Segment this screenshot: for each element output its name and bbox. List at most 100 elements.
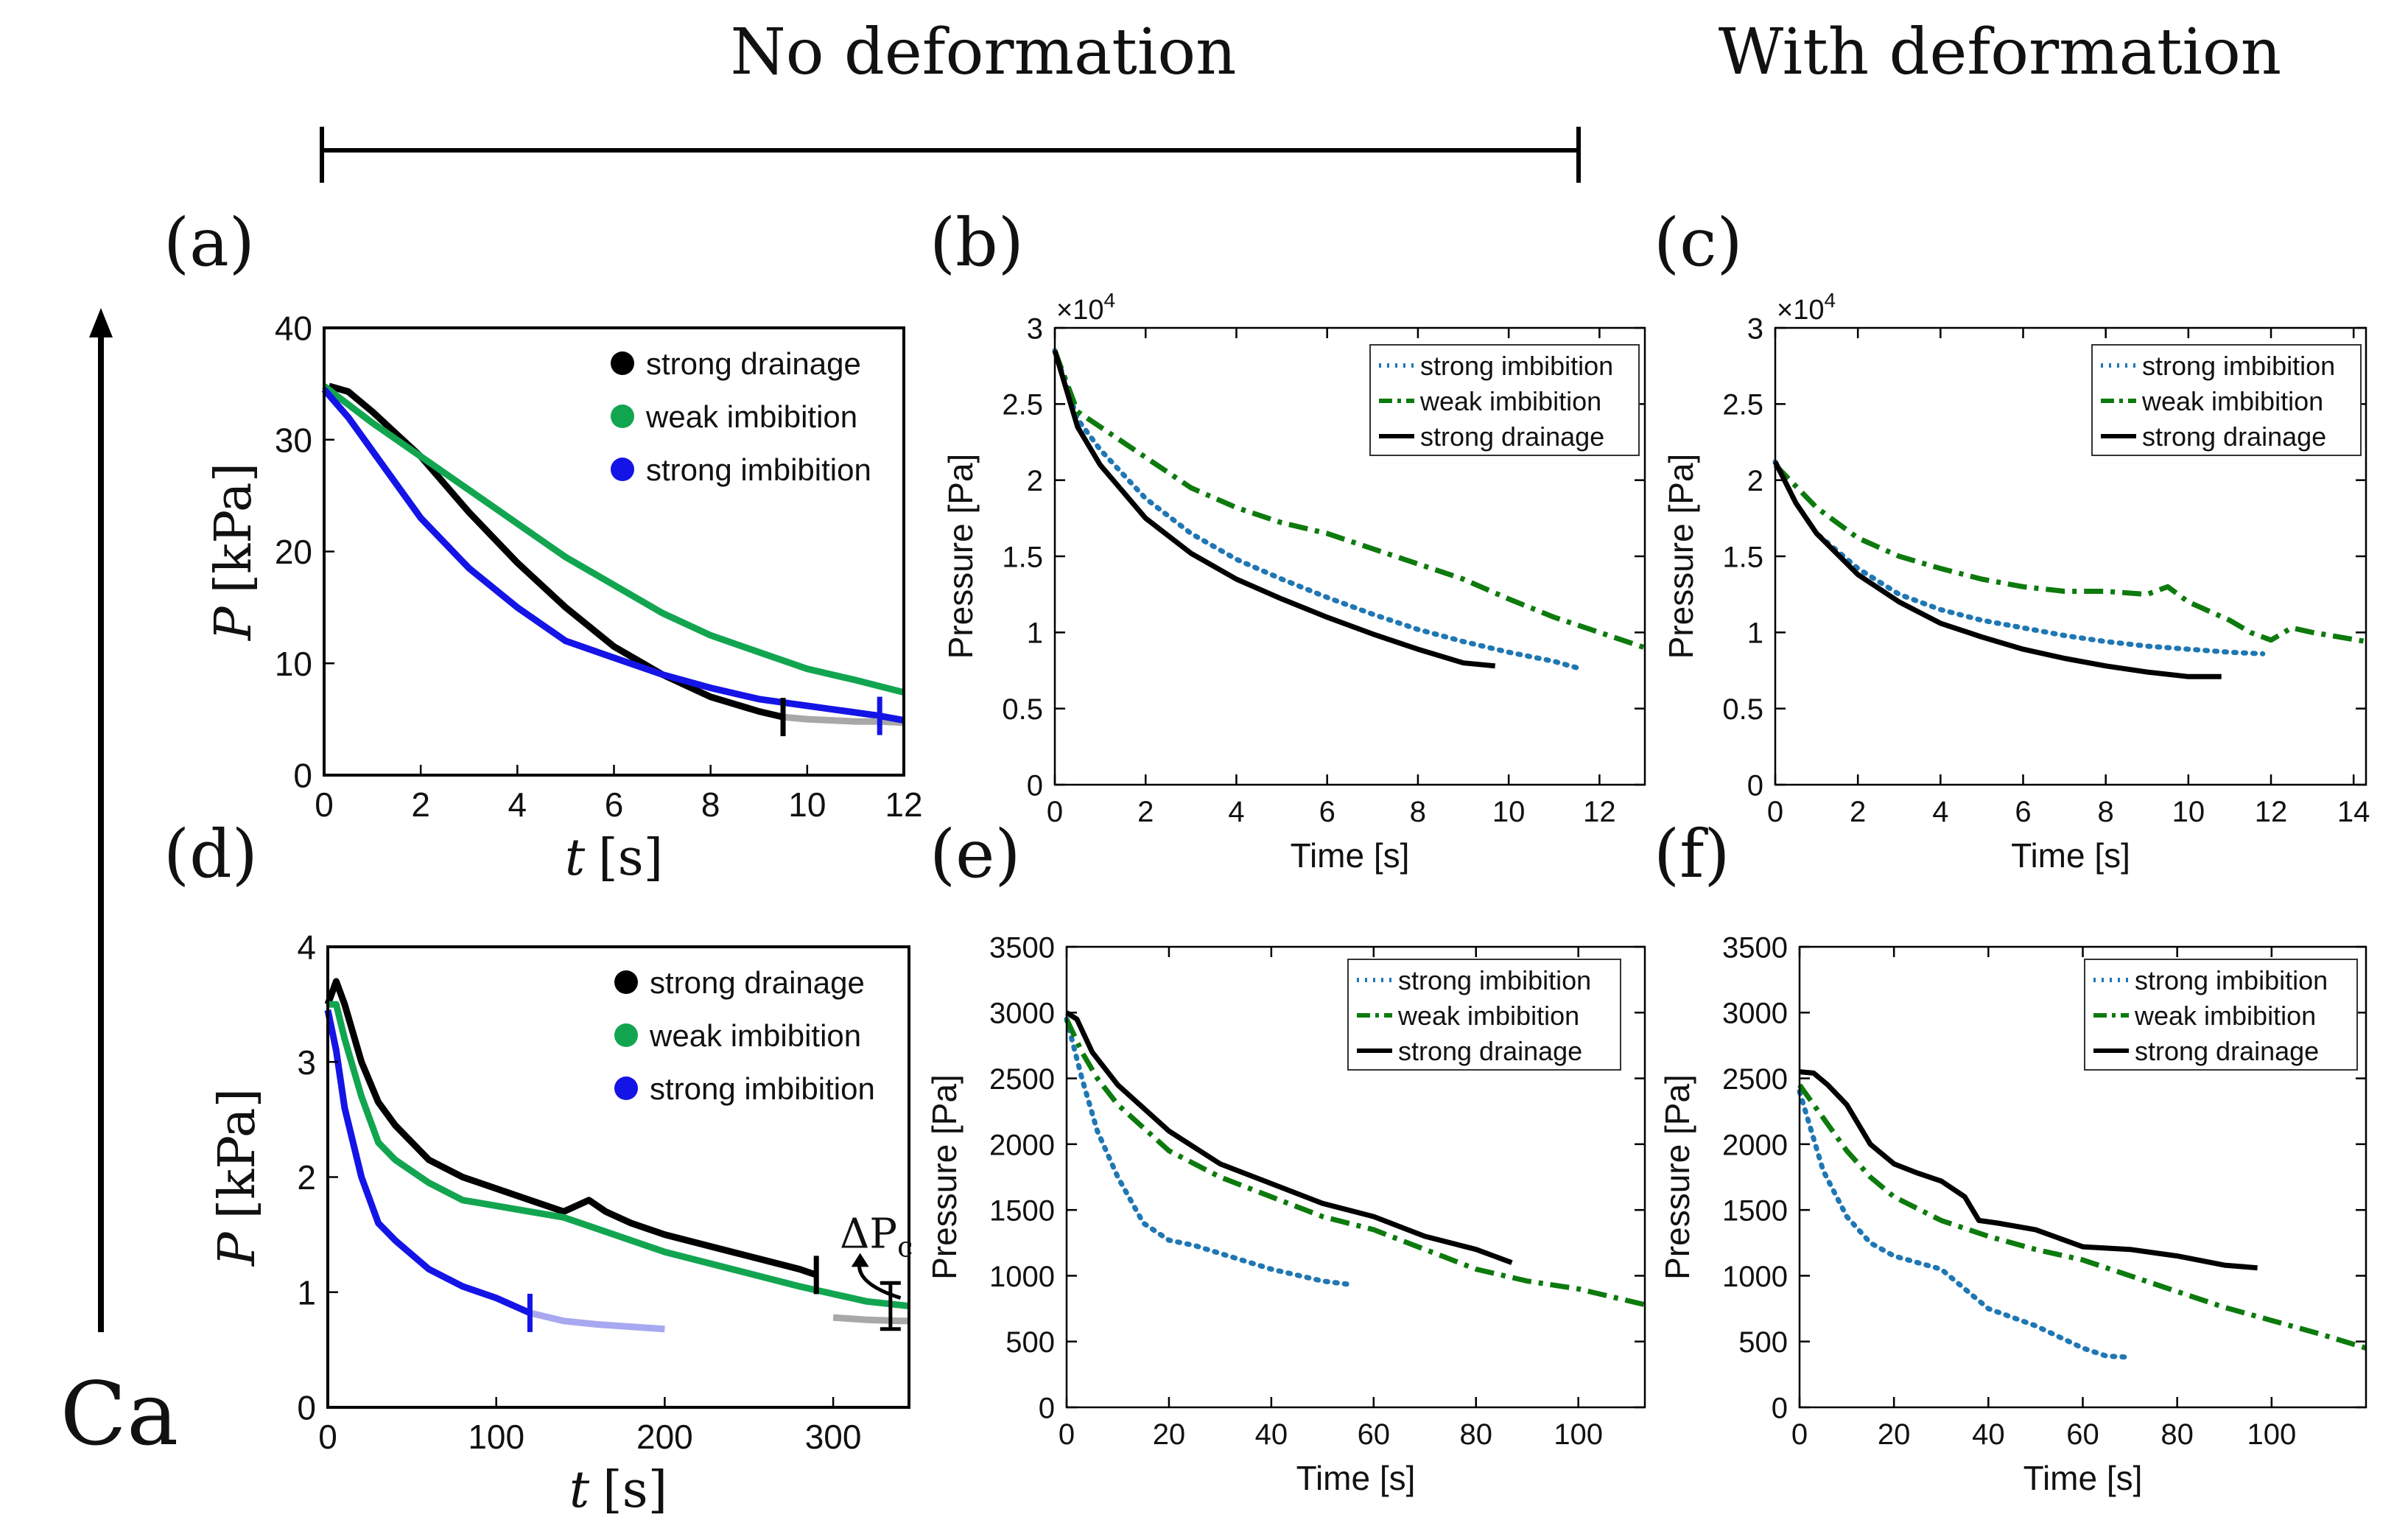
y-axis-label: P [kPa] bbox=[208, 1088, 267, 1267]
y-axis-label: Pressure [Pa] bbox=[941, 454, 980, 659]
legend-entry-weak-imbibition: weak imbibition bbox=[645, 399, 857, 434]
y-exponent-base: ×10 bbox=[1056, 295, 1103, 326]
x-tick-label: 0 bbox=[1767, 796, 1783, 828]
panel-label-e: (e) bbox=[930, 816, 1021, 893]
y-tick-label: 3000 bbox=[989, 998, 1055, 1030]
x-tick-label: 14 bbox=[2337, 796, 2370, 828]
y-axis-label-var: P bbox=[208, 1231, 267, 1267]
legend: strong drainage weak imbibition strong imb… bbox=[611, 346, 871, 487]
series-strong-drainage-line bbox=[1065, 1010, 1513, 1265]
y-tick-label: 2.5 bbox=[1722, 389, 1763, 421]
legend-box bbox=[1347, 959, 1621, 1071]
chart-panel-f: 0 20 40 60 80 1000500100015002000250030003500… bbox=[1658, 931, 2367, 1497]
x-tick-label: 60 bbox=[2066, 1418, 2099, 1451]
x-axis-label: t [s] bbox=[565, 829, 663, 887]
x-tick-label: 12 bbox=[885, 785, 922, 824]
series-strong-drainage-line bbox=[328, 382, 784, 721]
x-tick-label: 80 bbox=[1460, 1418, 1493, 1451]
x-tick-label: 100 bbox=[468, 1418, 524, 1456]
y-axis-label: P [kPa] bbox=[205, 463, 263, 642]
series-strong-imbibition-line bbox=[1064, 1016, 1356, 1288]
legend: strong drainage weak imbibition strong imb… bbox=[614, 965, 875, 1106]
y-axis-label: Pressure [Pa] bbox=[1662, 454, 1700, 659]
legend-box bbox=[2084, 959, 2358, 1071]
delta-pc-annotation: ΔPc bbox=[840, 1210, 913, 1263]
y-tick-label: 0 bbox=[1772, 1392, 1788, 1424]
legend-entry-weak-imbibition: weak imbibition bbox=[1419, 386, 1601, 416]
delta-pc-subscript: c bbox=[897, 1230, 913, 1263]
x-tick-label: 12 bbox=[1583, 796, 1616, 828]
legend-entry-strong-drainage: strong drainage bbox=[1420, 421, 1604, 452]
x-axis-label: t [s] bbox=[569, 1461, 667, 1519]
series-strong-imbibition-line bbox=[1772, 459, 2266, 657]
legend-marker-weak-imbibition bbox=[611, 405, 634, 428]
y-axis-label-unit: [kPa] bbox=[208, 1088, 267, 1219]
x-tick-label: 4 bbox=[508, 785, 527, 824]
legend-entry-strong-imbibition: strong imbibition bbox=[650, 1071, 875, 1106]
legend-entry-strong-imbibition: strong imbibition bbox=[1420, 351, 1613, 381]
x-tick-label: 0 bbox=[1047, 796, 1063, 828]
legend-entry-strong-imbibition: strong imbibition bbox=[2142, 351, 2335, 381]
y-tick-label: 1000 bbox=[989, 1261, 1055, 1293]
x-tick-label: 12 bbox=[2255, 796, 2288, 828]
x-tick-label: 0 bbox=[318, 1418, 337, 1456]
series-strong-imbibition-line bbox=[1797, 1088, 2133, 1360]
legend-marker-strong-drainage bbox=[611, 351, 634, 375]
x-tick-label: 2 bbox=[411, 785, 430, 824]
x-tick-label: 80 bbox=[2160, 1418, 2194, 1451]
series-extension-4-line bbox=[879, 713, 905, 724]
legend-box bbox=[1369, 344, 1640, 456]
y-tick-label: 0.5 bbox=[1722, 693, 1763, 726]
x-axis-label-var: t bbox=[569, 1461, 590, 1519]
ca-label: Ca bbox=[60, 1363, 179, 1465]
series-strong-drainage-line bbox=[324, 978, 818, 1278]
x-tick-label: 40 bbox=[1255, 1418, 1288, 1451]
y-tick-label: 2500 bbox=[1722, 1063, 1788, 1096]
legend-entry-strong-drainage: strong drainage bbox=[2135, 1036, 2319, 1066]
x-axis-label: Time [s] bbox=[1291, 836, 1410, 875]
x-tick-label: 100 bbox=[1554, 1418, 1603, 1451]
legend-marker-strong-drainage bbox=[614, 970, 638, 994]
x-tick-label: 60 bbox=[1358, 1418, 1391, 1451]
no-deformation-heading: No deformation bbox=[730, 15, 1236, 89]
legend-entry-strong-imbibition: strong imbibition bbox=[646, 452, 871, 487]
x-tick-label: 8 bbox=[2098, 796, 2114, 828]
legend: strong imbibition weak imbibition strong d… bbox=[2084, 959, 2358, 1071]
legend-entry-weak-imbibition: weak imbibition bbox=[2141, 386, 2323, 416]
legend-marker-strong-imbibition bbox=[614, 1076, 638, 1100]
y-tick-label: 3500 bbox=[1722, 931, 1788, 964]
y-tick-label: 1 bbox=[297, 1273, 316, 1312]
legend-entry-strong-drainage: strong drainage bbox=[650, 965, 865, 1000]
y-tick-label: 0 bbox=[1027, 769, 1043, 802]
chart-panel-d: 0 100 200 300 0 1 2 3 4 t [s] P [kPa] strong drainage… bbox=[208, 928, 913, 1519]
y-tick-label: 0 bbox=[297, 1389, 316, 1427]
legend: strong imbibition weak imbibition strong d… bbox=[1369, 344, 1640, 456]
y-tick-label: 3 bbox=[297, 1043, 316, 1082]
y-tick-label: 2.5 bbox=[1002, 389, 1043, 421]
legend-box bbox=[2091, 344, 2362, 456]
y-tick-label: 20 bbox=[275, 533, 312, 571]
x-tick-label: 10 bbox=[1492, 796, 1526, 828]
x-tick-label: 10 bbox=[788, 785, 826, 824]
panel-label-d: (d) bbox=[164, 816, 258, 893]
x-tick-label: 20 bbox=[1153, 1418, 1186, 1451]
chart-panel-a: 0 2 4 6 8 10 12 0 10 20 30 40 t [s] P [kPa] strong drain… bbox=[205, 309, 923, 887]
x-tick-label: 0 bbox=[1059, 1418, 1075, 1451]
x-axis-label-unit: [s] bbox=[603, 1461, 667, 1519]
panel-label-a: (a) bbox=[164, 204, 255, 281]
legend-entry-weak-imbibition: weak imbibition bbox=[1397, 1001, 1579, 1031]
y-tick-label: 1 bbox=[1747, 617, 1763, 650]
delta-pc-arrowhead bbox=[851, 1253, 869, 1267]
y-tick-label: 2000 bbox=[1722, 1129, 1788, 1161]
legend-marker-strong-imbibition bbox=[611, 458, 634, 481]
y-tick-label: 2500 bbox=[989, 1063, 1055, 1096]
y-tick-label: 3 bbox=[1027, 312, 1043, 345]
y-tick-label: 1500 bbox=[989, 1195, 1055, 1228]
x-axis-label: Time [s] bbox=[1296, 1459, 1416, 1497]
x-tick-label: 300 bbox=[805, 1418, 862, 1456]
ca-arrow bbox=[89, 308, 113, 1332]
y-tick-label: 1500 bbox=[1722, 1195, 1788, 1228]
y-exponent-base: ×10 bbox=[1777, 295, 1824, 326]
x-tick-label: 6 bbox=[605, 785, 624, 824]
series-strong-drainage-line bbox=[1799, 1069, 2258, 1271]
